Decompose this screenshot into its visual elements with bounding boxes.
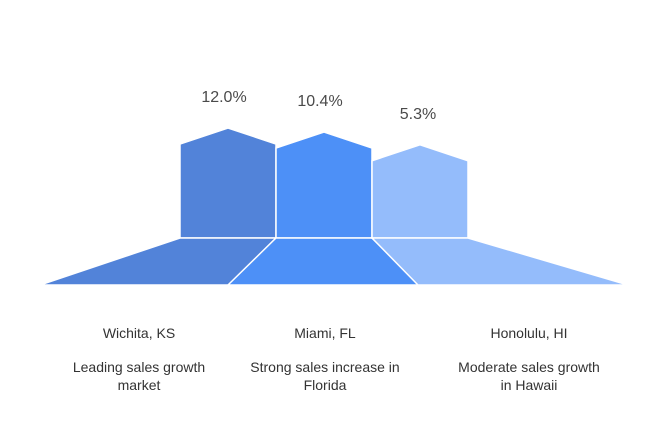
description-line-0-1: market	[118, 377, 161, 393]
description-line-0-0: Leading sales growth	[73, 359, 205, 375]
bar-base-2	[370, 237, 629, 286]
description-line-1-1: Florida	[304, 377, 347, 393]
bars-group	[39, 127, 629, 286]
description-line-2-1: in Hawaii	[501, 377, 558, 393]
value-label-1: 10.4%	[297, 93, 342, 110]
category-label-2: Honolulu, HI	[490, 325, 567, 341]
bar-column-1	[275, 131, 373, 239]
description-line-1-0: Strong sales increase in	[250, 359, 399, 375]
labels-group: 12.0% Wichita, KS Leading sales growth mark…	[73, 89, 600, 393]
category-label-1: Miami, FL	[294, 325, 356, 341]
description-line-2-0: Moderate sales growth	[458, 359, 600, 375]
value-label-0: 12.0%	[201, 89, 246, 106]
category-label-0: Wichita, KS	[103, 325, 175, 341]
bar-column-2	[371, 143, 469, 239]
bar-column-0	[179, 127, 277, 239]
value-label-2: 5.3%	[400, 106, 436, 123]
